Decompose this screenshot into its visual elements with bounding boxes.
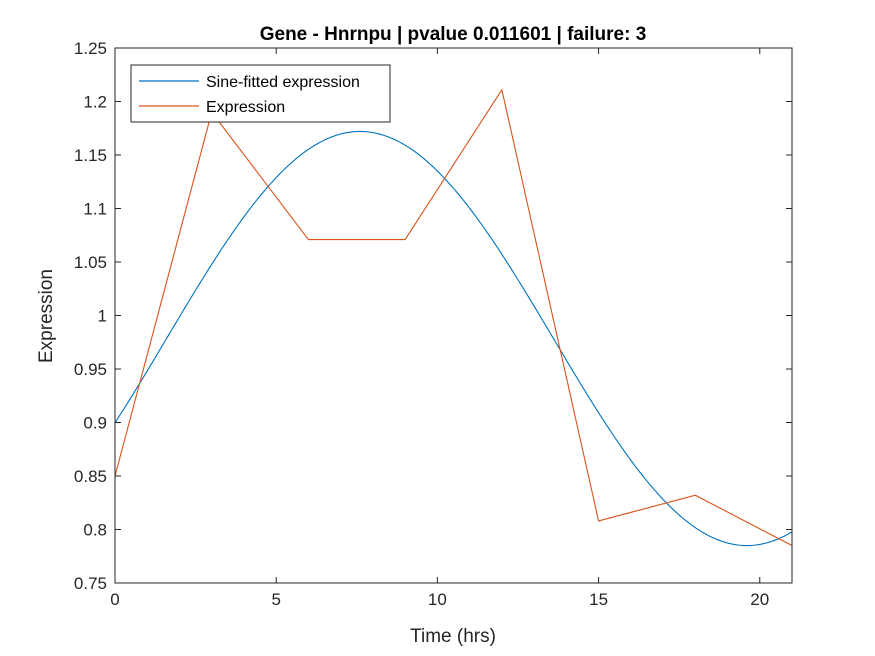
x-tick-label: 0 (110, 590, 119, 609)
y-tick-label: 1.1 (83, 200, 107, 219)
series-layer (115, 88, 792, 547)
chart-title: Gene - Hnrnpu | pvalue 0.011601 | failur… (260, 24, 647, 45)
y-tick-label: 1.15 (74, 146, 107, 165)
legend-box (130, 64, 391, 123)
y-tick-label: 0.8 (83, 521, 107, 540)
y-tick-label: 0.85 (74, 467, 107, 486)
x-tick-label: 10 (428, 590, 447, 609)
y-tick-label: 1.2 (83, 93, 107, 112)
legend-label: Sine-fitted expression (206, 74, 360, 91)
y-tick-label: 1.05 (74, 253, 107, 272)
ticks-layer: 0 5 10 15 20 0.75 0.8 0.85 0.9 0.95 1 1.05 1.1 1.15 1.… (74, 39, 792, 609)
y-tick-label: 1 (98, 307, 107, 326)
plot-area (115, 48, 792, 583)
x-axis-label: Time (hrs) (410, 626, 496, 647)
x-tick-label: 5 (271, 590, 280, 609)
y-tick-label: 0.75 (74, 574, 107, 593)
y-axis-label: Expression (36, 269, 57, 363)
y-tick-label: 0.95 (74, 360, 107, 379)
x-tick-label: 15 (589, 590, 608, 609)
x-tick-label: 20 (750, 590, 769, 609)
y-tick-label: 1.25 (74, 39, 107, 58)
legend-label: Expression (206, 99, 285, 116)
plot-background (115, 48, 792, 583)
series-line-expression (115, 88, 792, 547)
series-line-sine-fit (115, 130, 792, 547)
y-tick-label: 0.9 (83, 414, 107, 433)
legend: Sine-fitted expression Expression (130, 64, 391, 123)
